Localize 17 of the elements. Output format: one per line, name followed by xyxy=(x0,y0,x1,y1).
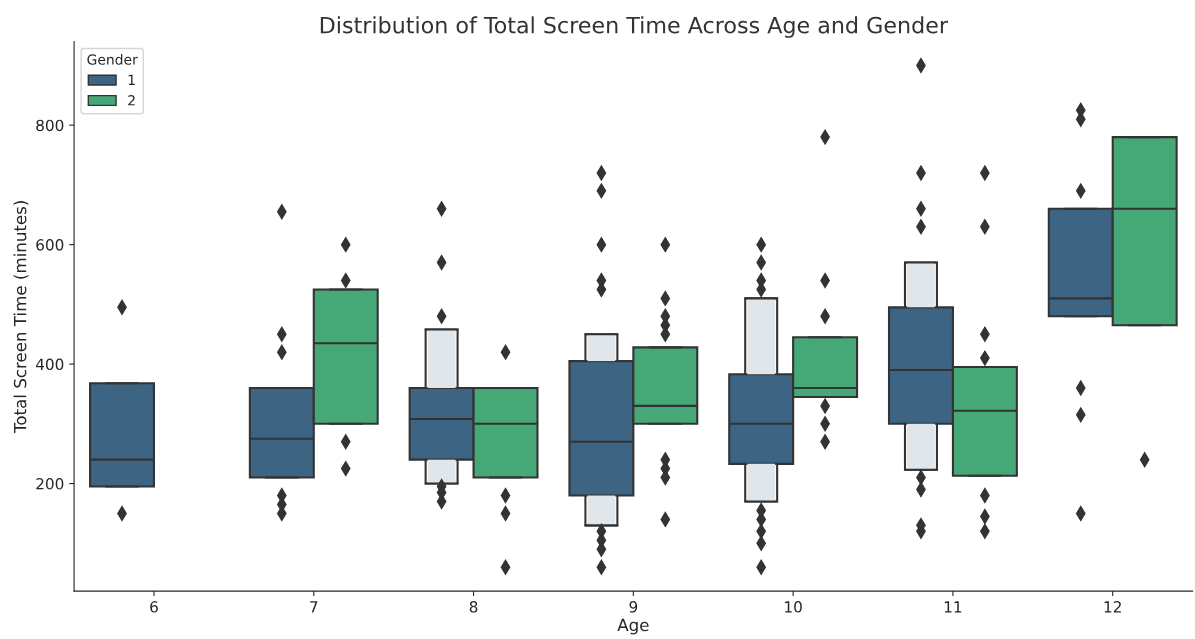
x-tick-label: 7 xyxy=(310,601,318,613)
chart-title: Distribution of Total Screen Time Across Age and Gender xyxy=(320,16,949,38)
y-axis-title: Total Screen Time (minutes) xyxy=(13,201,29,434)
x-tick-label: 6 xyxy=(150,601,158,613)
x-tick-label: 9 xyxy=(629,601,638,613)
y-tick-label: 600 xyxy=(36,239,64,251)
x-axis-title: Age xyxy=(617,618,649,635)
x-tick-label: 12 xyxy=(1104,601,1121,613)
y-tick-label: 200 xyxy=(36,478,64,490)
legend-label: 2 xyxy=(128,95,135,106)
legend-label: 1 xyxy=(128,74,135,85)
x-tick-label: 10 xyxy=(785,601,802,613)
y-tick-label: 800 xyxy=(36,119,64,132)
x-tick-label: 8 xyxy=(469,601,478,613)
legend-title: Gender xyxy=(87,54,138,65)
y-tick-label: 400 xyxy=(35,358,64,371)
x-tick-label: 11 xyxy=(944,601,962,613)
